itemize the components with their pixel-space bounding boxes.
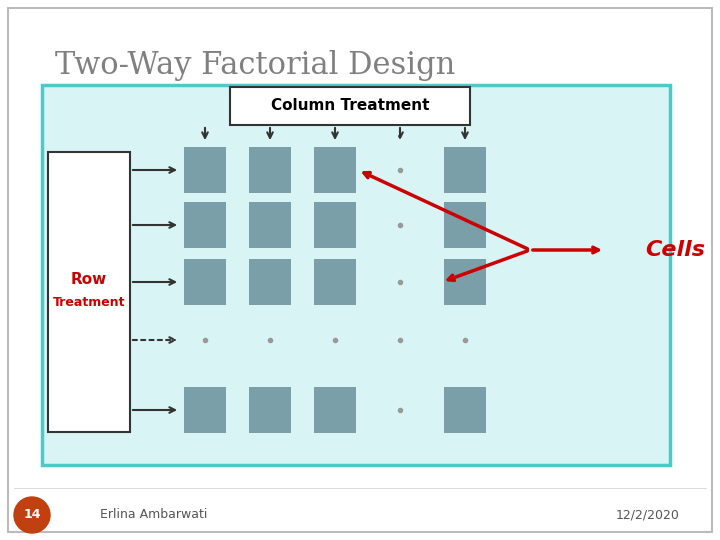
Bar (314, 259, 356, 305)
Bar (444, 387, 486, 433)
Bar (184, 259, 226, 305)
Bar (314, 387, 356, 433)
Bar (249, 259, 291, 305)
Bar (444, 147, 486, 193)
Bar (42, 85, 670, 465)
Circle shape (14, 497, 50, 533)
Bar (249, 147, 291, 193)
Bar (314, 202, 356, 248)
Bar (444, 259, 486, 305)
Text: Two-Way Factorial Design: Two-Way Factorial Design (55, 50, 455, 81)
Bar (249, 202, 291, 248)
Bar (249, 387, 291, 433)
Bar (184, 147, 226, 193)
Text: Column Treatment: Column Treatment (271, 98, 429, 113)
Text: Row: Row (71, 273, 107, 287)
Text: 12/2/2020: 12/2/2020 (616, 509, 680, 522)
Bar (230, 87, 470, 125)
Bar (444, 202, 486, 248)
Bar (314, 147, 356, 193)
Text: Erlina Ambarwati: Erlina Ambarwati (100, 509, 207, 522)
Bar (184, 202, 226, 248)
Text: Cells: Cells (645, 240, 705, 260)
Bar (48, 152, 130, 432)
Text: Treatment: Treatment (53, 295, 125, 308)
Text: 14: 14 (23, 509, 41, 522)
Bar (184, 387, 226, 433)
